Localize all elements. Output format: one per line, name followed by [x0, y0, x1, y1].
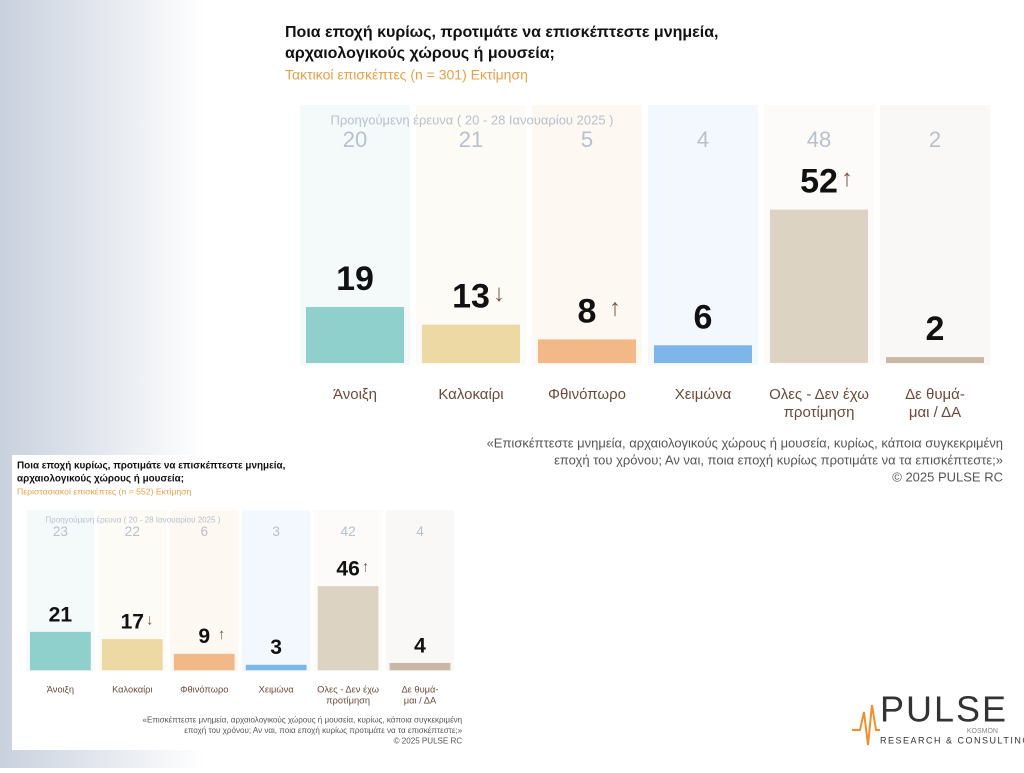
- chart-inset: Ποια εποχή κυρίως, προτιμάτε να επισκέπτ…: [17, 460, 463, 745]
- previous-value: 3: [272, 524, 280, 539]
- value-label: 8: [578, 292, 597, 330]
- category-label: μαι / ΔΑ: [404, 696, 437, 706]
- footnote: © 2025 PULSE RC: [394, 737, 463, 746]
- category-label: Ολες - Δεν έχω: [317, 685, 379, 695]
- logo-line: RESEARCH & CONSULTING: [880, 735, 1024, 745]
- previous-value: 4: [697, 127, 709, 152]
- value-label: 17: [121, 611, 144, 634]
- category-label: Φθινόπωρο: [548, 386, 626, 403]
- previous-value: 6: [200, 524, 208, 539]
- footnote: εποχή του χρόνου; Αν ναι, ποια εποχή κυρ…: [554, 452, 1003, 467]
- category-label: Δε θυμά-: [905, 386, 965, 403]
- category-label: Ολες - Δεν έχω: [769, 386, 869, 403]
- previous-value: 4: [416, 524, 424, 539]
- column-background: [532, 105, 642, 365]
- column-background: [880, 105, 990, 365]
- category-label: Χειμώνα: [259, 685, 295, 695]
- column-background: [170, 510, 239, 672]
- previous-value: 20: [343, 127, 367, 152]
- footnote: «Επισκέπτεστε μνημεία, αρχαιολογικούς χώ…: [142, 716, 462, 725]
- chart-title: αρχαιολογικούς χώρους ή μουσεία;: [285, 45, 555, 62]
- bar: [317, 586, 379, 671]
- category-label: μαι / ΔΑ: [909, 404, 961, 421]
- bar: [538, 339, 636, 363]
- bar: [770, 209, 868, 363]
- chart-title: Ποια εποχή κυρίως, προτιμάτε να επισκέπτ…: [17, 460, 286, 471]
- category-label: Φθινόπωρο: [180, 685, 228, 695]
- previous-value: 21: [459, 127, 483, 152]
- inset-panel: [12, 455, 462, 750]
- change-arrow: ↓: [493, 280, 505, 307]
- change-arrow: ↓: [146, 613, 153, 629]
- chart-subtitle: Περιστασιακοί επισκέπτες (n = 552) Εκτίμ…: [17, 487, 192, 497]
- value-label: 46: [336, 558, 359, 581]
- chart-title: Ποια εποχή κυρίως, προτιμάτε να επισκέπτ…: [285, 24, 718, 41]
- footnote: © 2025 PULSE RC: [892, 469, 1003, 484]
- previous-value: 2: [929, 127, 941, 152]
- category-label: προτίμηση: [784, 404, 855, 421]
- category-label: Καλοκαίρι: [112, 685, 152, 695]
- previous-value: 42: [341, 524, 356, 539]
- change-arrow: ↑: [218, 627, 225, 643]
- bar: [389, 662, 451, 671]
- bar: [173, 653, 235, 671]
- change-arrow: ↑: [362, 559, 369, 575]
- previous-label: Προηγούμενη έρευνα ( 20 - 28 Ιανουαρίου …: [45, 515, 221, 524]
- bar: [306, 306, 404, 363]
- bar: [30, 631, 91, 671]
- chart-title: αρχαιολογικούς χώρους ή μουσεία;: [17, 473, 184, 484]
- footnote: εποχή του χρόνου; Αν ναι, ποια εποχή κυρ…: [184, 726, 462, 735]
- value-label: 3: [270, 636, 282, 659]
- bar: [654, 345, 752, 363]
- category-label: Δε θυμά-: [401, 685, 438, 695]
- bar: [886, 357, 984, 363]
- category-label: Άνοιξη: [47, 685, 74, 695]
- previous-value: 23: [53, 524, 68, 539]
- bar: [422, 324, 520, 363]
- column-background: [385, 510, 455, 672]
- logo-pulse-line: [852, 704, 880, 746]
- category-label: Καλοκαίρι: [438, 386, 503, 403]
- change-arrow: ↑: [609, 295, 621, 322]
- value-label: 9: [198, 625, 210, 648]
- category-label: Άνοιξη: [333, 386, 377, 403]
- footnote: «Επισκέπτεστε μνημεία, αρχαιολογικούς χώ…: [487, 435, 1003, 450]
- category-label: Χειμώνα: [675, 386, 732, 403]
- value-label: 2: [926, 310, 945, 348]
- value-label: 19: [336, 260, 374, 298]
- column-background: [416, 105, 526, 365]
- logo-name: PULSE: [880, 689, 1008, 730]
- bar: [101, 639, 163, 671]
- value-label: 4: [414, 634, 426, 657]
- value-label: 52: [800, 163, 838, 201]
- value-label: 21: [49, 603, 73, 626]
- logo: PULSE KOSMON RESEARCH & CONSULTING: [852, 689, 1024, 746]
- logo-tag: KOSMON: [967, 728, 998, 735]
- bar: [245, 664, 307, 671]
- previous-value: 22: [125, 524, 140, 539]
- previous-value: 5: [581, 127, 593, 152]
- column-background: [242, 510, 311, 672]
- change-arrow: ↑: [841, 165, 853, 192]
- chart-subtitle: Τακτικοί επισκέπτες (n = 301) Εκτίμηση: [285, 67, 528, 83]
- previous-value: 48: [807, 127, 831, 152]
- chart-main: Ποια εποχή κυρίως, προτιμάτε να επισκέπτ…: [285, 24, 1003, 484]
- value-label: 13: [452, 278, 490, 316]
- category-label: προτίμηση: [326, 696, 370, 706]
- column-background: [648, 105, 758, 365]
- previous-label: Προηγούμενη έρευνα ( 20 - 28 Ιανουαρίου …: [330, 112, 613, 127]
- value-label: 6: [694, 298, 713, 336]
